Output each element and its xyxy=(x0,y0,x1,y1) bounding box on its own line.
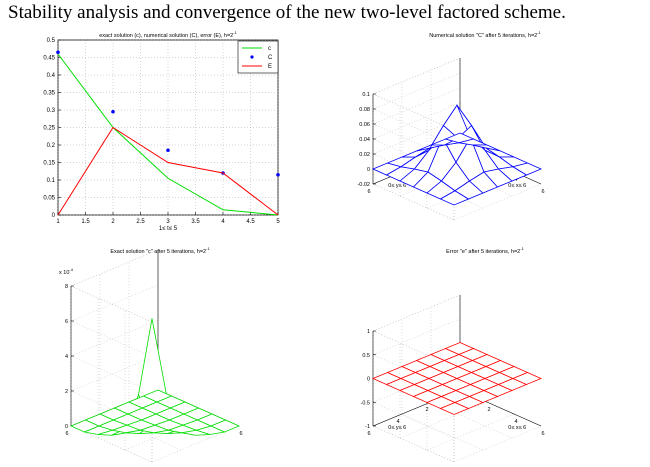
left-wall-gridline xyxy=(372,72,461,110)
z-tick-label: -0.5 xyxy=(361,400,370,406)
y-tick-label: 6 xyxy=(367,431,370,437)
floor-gridline xyxy=(426,413,515,451)
x-axis-label: 0≤ x≤ 6 xyxy=(508,183,526,189)
z-scale-label: x 10-4 xyxy=(59,267,74,276)
z-tick-label: 0.04 xyxy=(359,137,370,143)
x-tick-label: 4 xyxy=(221,219,225,225)
surface-cell xyxy=(511,162,543,176)
x-tick-label: 1 xyxy=(56,219,60,225)
y-tick-label: 0.5 xyxy=(47,38,56,44)
y-tick-label: 0.2 xyxy=(47,143,56,149)
top-left-edge xyxy=(372,294,461,332)
y-tick-label: 0.1 xyxy=(47,178,56,184)
z-tick-label: 2 xyxy=(65,389,68,395)
y-tick-label: 2 xyxy=(425,407,428,413)
y-tick-label: 0.4 xyxy=(47,73,56,79)
y-tick-label: 0.15 xyxy=(43,161,55,167)
y-tick-label: 0.45 xyxy=(43,56,55,62)
left-wall-gridline xyxy=(372,318,461,355)
legend-label-C: C xyxy=(268,55,273,61)
series-E-line xyxy=(57,126,279,216)
z-tick-label: 0.5 xyxy=(362,353,370,359)
exact-solution-surface-panel: Exact solution "c" after 5 iterations, h… xyxy=(59,246,243,463)
y-tick-label: 6 xyxy=(65,431,68,437)
x-tick-label: 4 xyxy=(514,419,517,425)
z-tick-label: 0.1 xyxy=(362,92,370,98)
legend-box xyxy=(237,40,279,74)
left-wall-gridline xyxy=(372,102,461,140)
top-left-edge xyxy=(70,249,159,287)
numerical-solution-surface-panel: Numerical solution "C" after 5 iteration… xyxy=(357,30,545,221)
y-axis-label: 0≤ y≤ 6 xyxy=(388,183,406,189)
y-tick-label: 0 xyxy=(52,213,56,219)
y-tick-label: 0.25 xyxy=(43,126,55,132)
series-C-point xyxy=(56,50,60,55)
legend-label-c: c xyxy=(268,46,271,52)
line-chart-panel: exact solution (c), numerical solution (… xyxy=(43,30,280,232)
y-tick-label: 0.05 xyxy=(43,196,55,202)
error-surface-panel: Error "e" after 5 iterations, h=2-1 -1 -0.… xyxy=(361,246,545,463)
legend-swatch-C xyxy=(250,55,254,59)
x-tick-label: 5 xyxy=(276,219,280,225)
floor-gridline xyxy=(453,183,542,221)
figure-title: Stability analysis and convergence of th… xyxy=(8,2,566,23)
chart-title: Error "e" after 5 iterations, h=2-1 xyxy=(446,246,524,255)
x-axis-label: 0≤ x≤ 6 xyxy=(508,425,526,431)
floor-gridline xyxy=(399,401,488,439)
z-tick-label: 0.08 xyxy=(359,107,370,113)
x-tick-label: 6 xyxy=(541,189,544,195)
z-tick-label: -1 xyxy=(365,424,370,430)
left-wall-gridline xyxy=(70,249,159,287)
chart-title: Numerical solution "C" after 5 iteration… xyxy=(429,30,541,39)
y-tick-label: 0.3 xyxy=(47,108,56,114)
x-tick-label: 4 xyxy=(514,177,517,183)
left-wall-gridline xyxy=(70,284,159,322)
x-tick-label: 2.5 xyxy=(136,219,145,225)
floor-gridline xyxy=(453,425,542,463)
left-wall-gridline xyxy=(372,57,461,95)
y-tick-label: 0.35 xyxy=(43,91,55,97)
surface-cell xyxy=(209,419,241,433)
x-axis-label: 1≤ t≤ 5 xyxy=(159,226,178,232)
left-wall-gridline xyxy=(372,87,461,125)
y-tick-label: 4 xyxy=(396,419,399,425)
left-wall-gridline xyxy=(70,319,159,357)
x-tick-label: 4.5 xyxy=(246,219,255,225)
top-left-edge xyxy=(372,57,461,95)
top-back-edge xyxy=(372,93,455,131)
z-tick-label: 8 xyxy=(65,284,68,290)
series-c-line xyxy=(57,53,279,216)
x-tick-label: 6 xyxy=(541,431,544,437)
y-axis-label: 0≤ y≤ 6 xyxy=(388,425,406,431)
z-tick-label: 1 xyxy=(367,329,370,335)
x-tick-label: 1.5 xyxy=(81,219,90,225)
surface-cell xyxy=(511,372,543,385)
z-tick-label: 0 xyxy=(367,167,370,173)
z-tick-label: 0.02 xyxy=(359,152,370,158)
z-tick-label: 4 xyxy=(65,354,68,360)
x-tick-label: 2 xyxy=(111,219,115,225)
chart-title: Exact solution "c" after 5 iterations, h… xyxy=(110,246,210,255)
z-tick-label: 0 xyxy=(65,424,68,430)
chart-title: exact solution (c), numerical solution (… xyxy=(99,30,237,39)
left-wall-gridline xyxy=(70,354,159,392)
x-tick-label: 3.5 xyxy=(191,219,200,225)
x-tick-label: 3 xyxy=(166,219,170,225)
legend-label-E: E xyxy=(268,64,272,70)
y-tick-label: 6 xyxy=(367,189,370,195)
x-tick-label: 2 xyxy=(487,407,490,413)
top-back-edge xyxy=(70,285,153,323)
z-tick-label: 6 xyxy=(65,319,68,325)
z-tick-label: -0.02 xyxy=(357,182,370,188)
z-tick-label: 0 xyxy=(367,377,370,383)
series-C-point xyxy=(111,109,115,114)
series-C-point xyxy=(276,172,280,177)
x-tick-label: 6 xyxy=(239,431,242,437)
back-wall-gridline xyxy=(70,320,153,358)
series-C-point xyxy=(166,148,170,153)
z-tick-label: 0.06 xyxy=(359,122,370,128)
